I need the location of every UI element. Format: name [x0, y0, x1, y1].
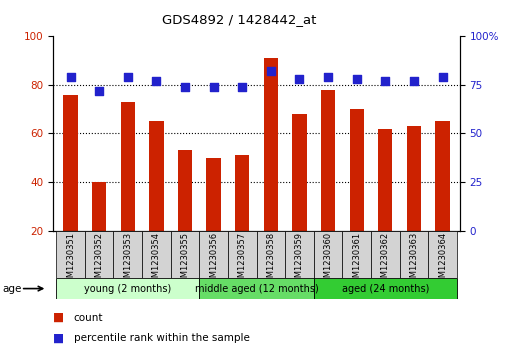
- Bar: [235, 155, 249, 279]
- Bar: [285, 231, 314, 278]
- Bar: [428, 231, 457, 278]
- Point: [181, 84, 189, 90]
- Text: percentile rank within the sample: percentile rank within the sample: [74, 333, 249, 343]
- Bar: [171, 231, 199, 278]
- Bar: [228, 231, 257, 278]
- Text: ■: ■: [53, 332, 65, 345]
- Text: aged (24 months): aged (24 months): [342, 284, 429, 294]
- Point: [296, 76, 304, 82]
- Bar: [378, 129, 393, 279]
- Bar: [142, 231, 171, 278]
- Text: GSM1230356: GSM1230356: [209, 232, 218, 288]
- Point: [353, 76, 361, 82]
- Point: [123, 74, 132, 80]
- Text: GSM1230363: GSM1230363: [409, 232, 419, 288]
- Text: GSM1230361: GSM1230361: [352, 232, 361, 288]
- Bar: [342, 231, 371, 278]
- Bar: [292, 114, 307, 279]
- Text: middle aged (12 months): middle aged (12 months): [195, 284, 319, 294]
- Bar: [257, 231, 285, 278]
- Bar: [56, 231, 85, 278]
- Point: [95, 88, 103, 94]
- Bar: [400, 231, 428, 278]
- Bar: [149, 121, 164, 279]
- Point: [152, 78, 161, 84]
- Bar: [64, 94, 78, 279]
- Bar: [314, 231, 342, 278]
- Point: [67, 74, 75, 80]
- Text: GSM1230364: GSM1230364: [438, 232, 447, 288]
- Point: [267, 68, 275, 74]
- Bar: [178, 150, 192, 279]
- Point: [382, 78, 390, 84]
- Text: GSM1230354: GSM1230354: [152, 232, 161, 288]
- Text: GSM1230358: GSM1230358: [266, 232, 275, 288]
- Bar: [199, 231, 228, 278]
- Text: GSM1230352: GSM1230352: [94, 232, 104, 288]
- Text: GSM1230362: GSM1230362: [381, 232, 390, 288]
- Text: GSM1230355: GSM1230355: [180, 232, 189, 288]
- Bar: [350, 109, 364, 279]
- Point: [324, 74, 332, 80]
- Text: count: count: [74, 313, 103, 323]
- Text: ■: ■: [53, 311, 65, 324]
- Bar: [407, 126, 421, 279]
- Bar: [113, 231, 142, 278]
- Bar: [206, 158, 221, 279]
- Bar: [92, 182, 106, 279]
- Bar: [435, 121, 450, 279]
- Text: GDS4892 / 1428442_at: GDS4892 / 1428442_at: [162, 13, 316, 26]
- Bar: [321, 90, 335, 279]
- Bar: [85, 231, 113, 278]
- Point: [410, 78, 418, 84]
- Text: young (2 months): young (2 months): [84, 284, 171, 294]
- Bar: [371, 231, 400, 278]
- Point: [238, 84, 246, 90]
- Bar: [199, 278, 314, 299]
- Text: GSM1230360: GSM1230360: [324, 232, 333, 288]
- Text: age: age: [3, 284, 22, 294]
- Point: [438, 74, 447, 80]
- Bar: [120, 102, 135, 279]
- Bar: [264, 58, 278, 279]
- Text: GSM1230351: GSM1230351: [66, 232, 75, 288]
- Point: [209, 84, 217, 90]
- Text: GSM1230353: GSM1230353: [123, 232, 132, 288]
- Text: GSM1230357: GSM1230357: [238, 232, 247, 288]
- Bar: [314, 278, 457, 299]
- Text: GSM1230359: GSM1230359: [295, 232, 304, 288]
- Bar: [56, 278, 199, 299]
